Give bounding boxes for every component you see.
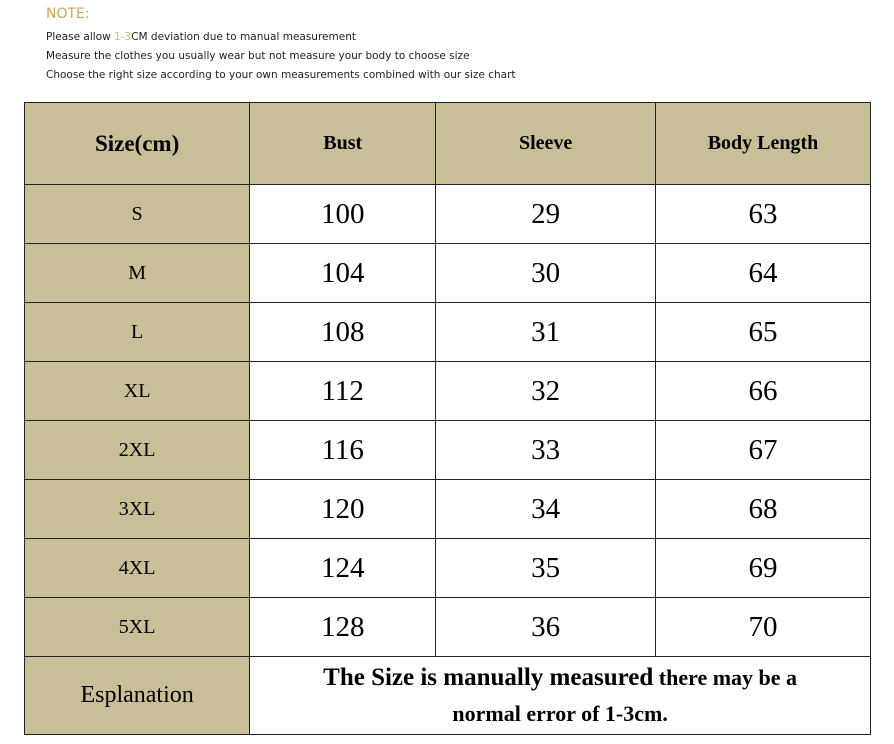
note-line-3: Choose the right size according to your … xyxy=(46,69,516,81)
explanation-row: Esplanation The Size is manually measure… xyxy=(23,656,871,735)
note-line-1-highlight: 1-3 xyxy=(114,31,132,43)
cell-sleeve: 30 xyxy=(435,243,657,303)
cell-body-length: 69 xyxy=(655,538,871,598)
cell-sleeve: 36 xyxy=(435,597,657,657)
note-section: NOTE: Please allow 1-3CM deviation due t… xyxy=(46,6,516,85)
table-row: XL 112 32 66 xyxy=(23,361,871,421)
note-line-1-post: CM deviation due to manual measurement xyxy=(131,31,356,43)
cell-body-length: 68 xyxy=(655,479,871,539)
explanation-text: The Size is manually measured there may … xyxy=(249,656,871,735)
cell-sleeve: 29 xyxy=(435,184,657,244)
cell-size: 3XL xyxy=(23,479,251,539)
cell-sleeve: 33 xyxy=(435,420,657,480)
note-line-1-pre: Please allow xyxy=(46,31,115,43)
note-line-1: Please allow 1-3CM deviation due to manu… xyxy=(46,28,516,47)
cell-bust: 120 xyxy=(249,479,437,539)
table-row: 2XL 116 33 67 xyxy=(23,420,871,480)
cell-bust: 104 xyxy=(249,243,437,303)
note-line-2: Measure the clothes you usually wear but… xyxy=(46,50,470,62)
explanation-label: Esplanation xyxy=(23,656,251,735)
cell-size: XL xyxy=(23,361,251,421)
cell-body-length: 66 xyxy=(655,361,871,421)
header-bust: Bust xyxy=(249,102,437,185)
header-body-length: Body Length xyxy=(655,102,871,185)
cell-sleeve: 32 xyxy=(435,361,657,421)
table-row: 3XL 120 34 68 xyxy=(23,479,871,539)
table-row: L 108 31 65 xyxy=(23,302,871,362)
table-row: 4XL 124 35 69 xyxy=(23,538,871,598)
cell-size: S xyxy=(23,184,251,244)
header-size: Size(cm) xyxy=(23,102,251,185)
table-row: M 104 30 64 xyxy=(23,243,871,303)
cell-size: 4XL xyxy=(23,538,251,598)
size-chart-table: Size(cm) Bust Sleeve Body Length S 100 29 6… xyxy=(23,102,871,735)
explanation-text-tail: there may be a xyxy=(653,664,798,690)
cell-size: 2XL xyxy=(23,420,251,480)
cell-body-length: 65 xyxy=(655,302,871,362)
cell-body-length: 67 xyxy=(655,420,871,480)
cell-size: M xyxy=(23,243,251,303)
cell-bust: 124 xyxy=(249,538,437,598)
cell-size: L xyxy=(23,302,251,362)
cell-bust: 108 xyxy=(249,302,437,362)
cell-bust: 116 xyxy=(249,420,437,480)
table-row: S 100 29 63 xyxy=(23,184,871,244)
cell-sleeve: 31 xyxy=(435,302,657,362)
explanation-text-main: The Size is manually measured xyxy=(323,663,654,691)
cell-bust: 112 xyxy=(249,361,437,421)
cell-size: 5XL xyxy=(23,597,251,657)
header-row: Size(cm) Bust Sleeve Body Length xyxy=(23,102,871,185)
header-sleeve: Sleeve xyxy=(435,102,657,185)
cell-bust: 100 xyxy=(249,184,437,244)
note-title: NOTE: xyxy=(46,6,90,22)
cell-sleeve: 35 xyxy=(435,538,657,598)
cell-bust: 128 xyxy=(249,597,437,657)
cell-sleeve: 34 xyxy=(435,479,657,539)
cell-body-length: 64 xyxy=(655,243,871,303)
explanation-text-line2: normal error of 1-3cm. xyxy=(452,700,668,726)
cell-body-length: 63 xyxy=(655,184,871,244)
cell-body-length: 70 xyxy=(655,597,871,657)
table-row: 5XL 128 36 70 xyxy=(23,597,871,657)
